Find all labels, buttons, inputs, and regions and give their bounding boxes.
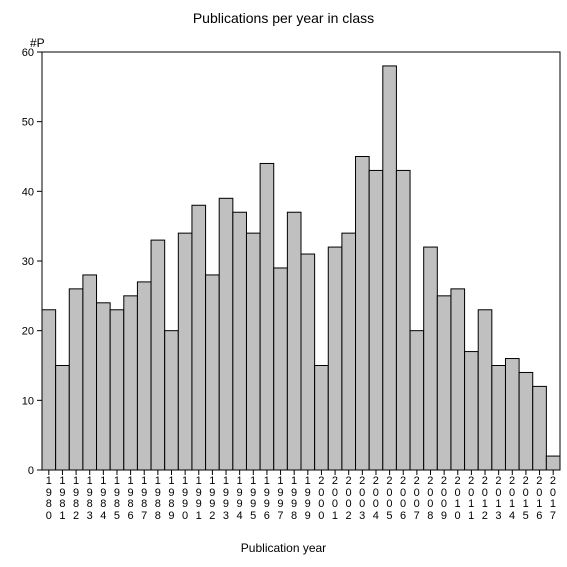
bar — [492, 366, 506, 471]
bar — [478, 310, 492, 470]
bar — [56, 366, 70, 471]
bar — [369, 170, 383, 470]
bar — [410, 331, 424, 470]
bar — [424, 247, 438, 470]
x-tick-label: 1995 — [246, 476, 260, 522]
bar — [383, 66, 397, 470]
bar — [465, 352, 479, 470]
x-tick-label: 1989 — [165, 476, 179, 522]
x-tick-label: 2002 — [342, 476, 356, 522]
x-axis-title: Publication year — [0, 541, 567, 555]
bar — [206, 275, 220, 470]
x-tick-label: 1988 — [151, 476, 165, 522]
bar — [274, 268, 288, 470]
bar — [356, 157, 370, 471]
bar — [233, 212, 247, 470]
x-tick-label: 1982 — [69, 476, 83, 522]
bar — [165, 331, 179, 470]
bar — [69, 289, 83, 470]
x-tick-label: 1991 — [192, 476, 206, 522]
x-tick-label: 1986 — [124, 476, 138, 522]
x-tick-label: 1993 — [219, 476, 233, 522]
x-tick-label: 2013 — [492, 476, 506, 522]
bar — [42, 310, 56, 470]
bar — [260, 163, 274, 470]
x-tick-label: 1984 — [97, 476, 111, 522]
x-tick-label: 1997 — [274, 476, 288, 522]
x-tick-label: 2011 — [464, 476, 478, 522]
bar — [219, 198, 233, 470]
bar — [301, 254, 315, 470]
y-tick-label: 20 — [22, 326, 34, 338]
bar — [287, 212, 301, 470]
x-tick-label: 2001 — [328, 476, 342, 522]
y-tick-label: 40 — [22, 186, 34, 198]
bar — [192, 205, 206, 470]
x-tick-label: 2000 — [315, 476, 329, 522]
x-tick-label: 2017 — [546, 476, 560, 522]
x-tick-label: 1981 — [56, 476, 70, 522]
bar — [110, 310, 124, 470]
x-tick-label: 2009 — [437, 476, 451, 522]
y-tick-label: 50 — [22, 117, 34, 129]
x-tick-label: 1985 — [110, 476, 124, 522]
x-tick-label: 1980 — [42, 476, 56, 522]
x-tick-label: 2004 — [369, 476, 383, 522]
x-tick-label: 1990 — [178, 476, 192, 522]
bar — [137, 282, 151, 470]
bar — [451, 289, 465, 470]
bar — [97, 303, 111, 470]
bar — [124, 296, 138, 470]
x-tick-label: 1998 — [287, 476, 301, 522]
y-tick-label: 0 — [28, 465, 34, 477]
x-tick-label: 1987 — [137, 476, 151, 522]
x-tick-label: 2007 — [410, 476, 424, 522]
bar — [505, 359, 519, 470]
x-tick-label: 2016 — [533, 476, 547, 522]
x-axis-labels: 1980198119821983198419851986198719881989… — [42, 476, 560, 522]
bar — [342, 233, 356, 470]
bar — [246, 233, 260, 470]
x-tick-label: 2015 — [519, 476, 533, 522]
x-tick-label: 1983 — [83, 476, 97, 522]
bar — [151, 240, 165, 470]
x-tick-label: 1992 — [206, 476, 220, 522]
x-tick-label: 2010 — [451, 476, 465, 522]
bar — [546, 456, 560, 470]
chart-title: Publications per year in class — [0, 10, 567, 26]
x-tick-label: 2008 — [424, 476, 438, 522]
x-tick-label: 2003 — [355, 476, 369, 522]
y-axis-label: #P — [30, 36, 45, 50]
bar — [178, 233, 192, 470]
x-tick-label: 2014 — [505, 476, 519, 522]
bar — [519, 372, 533, 470]
x-tick-label: 1999 — [301, 476, 315, 522]
x-tick-label: 2006 — [396, 476, 410, 522]
x-tick-label: 1994 — [233, 476, 247, 522]
bar — [437, 296, 451, 470]
x-tick-label: 2005 — [383, 476, 397, 522]
y-tick-label: 10 — [22, 395, 34, 407]
bar — [315, 366, 329, 471]
bar — [533, 386, 547, 470]
bar — [396, 170, 410, 470]
chart-container: Publications per year in class #P 0 10 20 3… — [0, 0, 567, 567]
bar — [328, 247, 342, 470]
x-tick-label: 1996 — [260, 476, 274, 522]
x-tick-label: 2012 — [478, 476, 492, 522]
bar — [83, 275, 97, 470]
y-tick-label: 30 — [22, 256, 34, 268]
